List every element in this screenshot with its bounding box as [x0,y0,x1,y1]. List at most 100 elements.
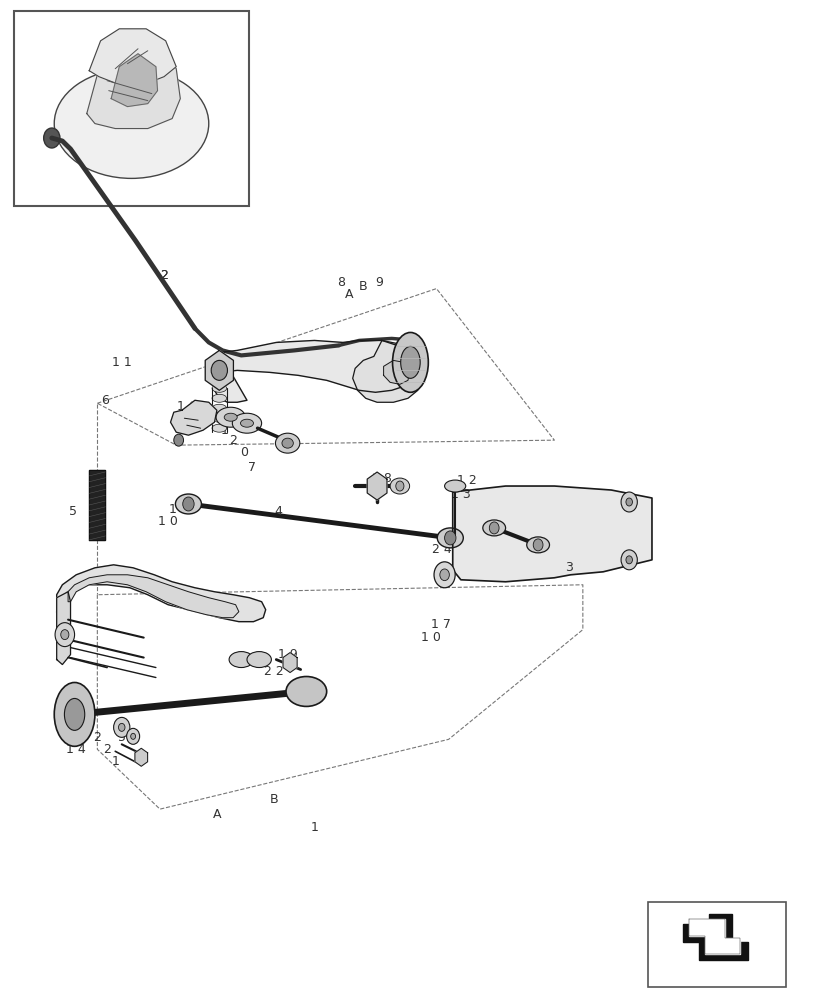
Ellipse shape [212,424,227,432]
Text: 7: 7 [248,461,256,474]
Text: 1 7: 1 7 [431,618,450,631]
Text: 2: 2 [93,731,101,744]
Polygon shape [353,340,423,402]
Ellipse shape [483,520,506,536]
Text: 4: 4 [274,505,282,518]
Text: 1 7: 1 7 [169,503,188,516]
Ellipse shape [175,494,202,514]
Text: B: B [359,280,367,293]
Ellipse shape [445,480,466,492]
Circle shape [490,522,499,534]
Text: 1 2: 1 2 [457,474,477,487]
Ellipse shape [54,682,95,746]
Polygon shape [367,472,387,500]
Ellipse shape [276,433,299,453]
Text: 8: 8 [337,276,345,289]
Text: 2: 2 [160,269,168,282]
Circle shape [55,623,74,647]
Bar [14,11,250,206]
Polygon shape [206,350,233,390]
Ellipse shape [212,384,227,392]
Polygon shape [68,575,239,618]
Ellipse shape [282,438,293,448]
Polygon shape [171,400,217,435]
Polygon shape [135,748,148,766]
Circle shape [118,723,125,731]
Text: A: A [345,288,353,301]
Ellipse shape [224,413,237,421]
Ellipse shape [64,698,85,730]
Text: 1 9: 1 9 [277,648,298,661]
Circle shape [533,539,543,551]
Text: A: A [213,808,221,821]
Ellipse shape [401,346,420,378]
Circle shape [445,531,456,545]
Text: 5: 5 [69,505,77,518]
Text: 1 1: 1 1 [112,356,131,369]
Circle shape [621,492,637,512]
Text: 2: 2 [229,434,237,447]
Ellipse shape [247,652,272,668]
Text: 2: 2 [160,269,168,282]
Ellipse shape [241,419,254,427]
Circle shape [434,562,455,588]
Text: 1: 1 [221,424,229,437]
Polygon shape [215,340,418,402]
Circle shape [440,569,450,581]
Circle shape [113,717,130,737]
Ellipse shape [54,69,209,178]
Text: 1 8: 1 8 [372,472,392,485]
Circle shape [44,128,60,148]
Text: 1 3: 1 3 [451,488,471,501]
Text: 2 3: 2 3 [251,655,270,668]
Circle shape [396,481,404,491]
Circle shape [60,630,69,640]
Circle shape [211,360,228,380]
Polygon shape [56,592,70,665]
Ellipse shape [212,394,227,402]
Text: 2: 2 [103,743,111,756]
Text: 1 4: 1 4 [66,743,86,756]
Ellipse shape [216,407,246,427]
Text: 0: 0 [240,446,248,459]
Ellipse shape [212,414,227,422]
Polygon shape [89,470,105,540]
Circle shape [621,550,637,570]
Polygon shape [56,565,266,622]
Text: 9: 9 [375,276,384,289]
Text: 5: 5 [118,731,126,744]
Text: 2 2: 2 2 [264,665,284,678]
Text: 1 0: 1 0 [158,515,178,528]
Text: 1 6: 1 6 [177,400,197,413]
Ellipse shape [229,652,254,668]
Ellipse shape [286,677,326,706]
Ellipse shape [527,537,549,553]
Text: 1 0: 1 0 [421,631,441,644]
Polygon shape [89,29,176,84]
Circle shape [131,733,135,739]
Ellipse shape [437,528,463,548]
Polygon shape [384,360,410,384]
Polygon shape [689,919,740,954]
Text: 3: 3 [565,561,573,574]
Circle shape [126,728,140,744]
Circle shape [183,497,194,511]
Polygon shape [283,653,297,673]
Bar [648,902,786,987]
Ellipse shape [233,413,262,433]
Polygon shape [86,44,180,129]
Polygon shape [683,914,748,960]
Text: 1: 1 [111,755,119,768]
Polygon shape [111,54,157,107]
Text: B: B [269,793,278,806]
Ellipse shape [390,478,410,494]
Text: 1: 1 [311,821,318,834]
Ellipse shape [392,332,428,392]
Polygon shape [453,486,652,582]
Circle shape [174,434,184,446]
Circle shape [626,498,632,506]
Ellipse shape [212,404,227,412]
Text: 2: 2 [213,411,221,424]
Text: 2 4: 2 4 [432,543,452,556]
Text: 6: 6 [101,394,109,407]
